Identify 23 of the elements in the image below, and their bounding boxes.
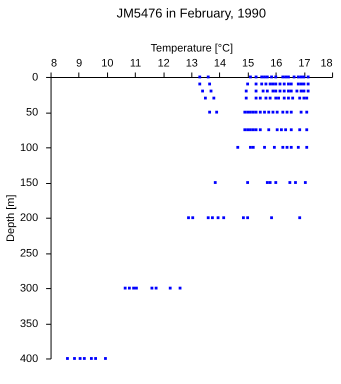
x-tick-label: 13 xyxy=(186,58,198,70)
x-tick-label: 17 xyxy=(298,58,310,70)
x-tick-label: 10 xyxy=(101,58,114,70)
y-tick-label: 350 xyxy=(20,318,38,330)
x-tick-label: 9 xyxy=(76,58,82,70)
x-tick-label: 12 xyxy=(158,58,170,70)
y-axis-title: Depth [m] xyxy=(5,194,18,242)
y-tick-label: 50 xyxy=(26,106,38,119)
y-tick-label: 400 xyxy=(20,352,38,365)
x-tick-label: 14 xyxy=(214,58,226,70)
y-tick-label: 250 xyxy=(20,247,38,260)
x-axis-title: Temperature [°C] xyxy=(150,42,234,55)
chart-title: JM5476 in February, 1990 xyxy=(116,5,266,20)
y-tick-label: 200 xyxy=(20,212,38,224)
y-tick-label: 300 xyxy=(20,282,38,295)
y-tick-label: 0 xyxy=(32,71,38,84)
y-tick-label: 100 xyxy=(20,142,38,154)
x-tick-label: 11 xyxy=(130,58,142,70)
y-tick-label: 150 xyxy=(20,176,38,189)
x-tick-label: 8 xyxy=(51,58,58,70)
x-tick-label: 16 xyxy=(270,58,282,70)
x-tick-label: 18 xyxy=(320,58,333,70)
x-tick-label: 15 xyxy=(242,58,254,70)
